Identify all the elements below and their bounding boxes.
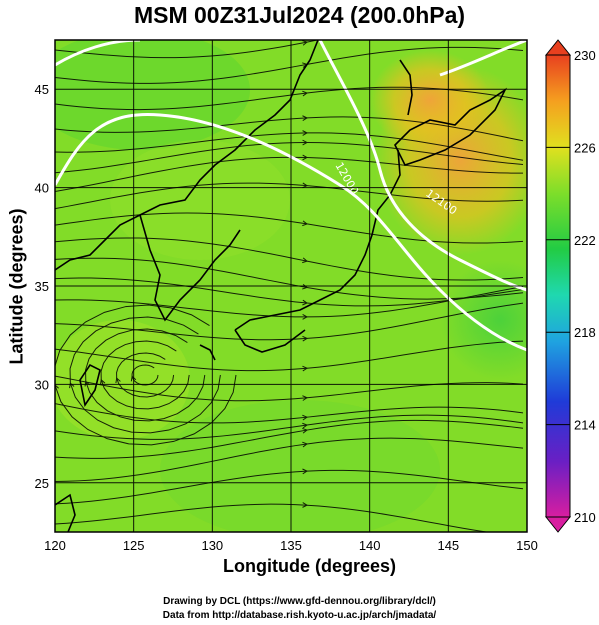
streamline-arrow [302,283,309,290]
plot-frame [54,39,528,533]
colorbar-min-arrow [544,516,572,533]
colorbar-tick-label: 210 [574,510,596,525]
streamline-arrow [130,375,137,382]
streamline [55,419,524,459]
coastlines [55,40,508,532]
x-axis-label: Longitude (degrees) [222,556,396,576]
streamline-arrow [302,335,309,342]
streamline-arrow [302,90,309,97]
streamline [55,277,524,307]
x-tick-label: 130 [201,538,223,553]
streamline-arrow [302,468,309,475]
streamline [55,403,524,424]
streamline [55,46,524,84]
streamline-arrow [55,384,59,389]
streamline-arrow [302,115,309,121]
colorbar-tick-label: 230 [574,48,596,63]
streamline-arrow [302,502,309,508]
streamline [55,40,321,59]
streamline [55,302,524,341]
streamline-arrow [302,422,309,429]
streamline [55,469,524,505]
streamline [69,316,221,434]
streamline-arrow [302,182,309,189]
graticule [55,40,527,532]
credit-data: Data from http://database.rish.kyoto-u.a… [162,610,437,621]
streamline-arrow [302,427,309,434]
streamline-arrow [302,220,309,227]
streamline-arrow [302,257,309,264]
streamline-arrow [302,365,309,372]
height-contours [55,40,527,352]
colorbar-tick-label: 222 [574,233,596,248]
streamline [55,257,524,300]
streamlines [55,40,524,532]
colorbar-tick-label: 214 [574,418,596,433]
streamline [131,364,159,386]
streamline [55,375,524,402]
x-tick-labels: 120 125 130 135 140 145 150 [44,538,538,553]
x-tick-label: 120 [44,538,66,553]
streamline-arrow [302,414,309,421]
chart-title: MSM 00Z31Jul2024 (200.0hPa) [133,2,466,28]
colorbar-tick-label: 218 [574,325,596,340]
streamline [55,437,524,483]
y-tick-label: 40 [35,181,49,196]
streamline [55,237,524,281]
x-tick-label: 140 [359,538,381,553]
streamline-arrow [302,395,309,401]
streamline-arrow [302,139,309,146]
y-tick-label: 45 [35,82,49,97]
streamline-arrow [302,130,309,136]
x-tick-label: 145 [437,538,459,553]
streamline-arrow [69,382,75,389]
streamline-arrow [99,378,106,385]
streamline [55,340,524,372]
x-tick-label: 125 [123,538,145,553]
colorbar-bar [545,54,571,518]
streamline [55,132,524,161]
streamline-arrow [302,299,309,306]
x-tick-label: 150 [516,538,538,553]
streamline [116,352,175,398]
streamline [85,328,206,422]
colorbar: 210 214 218 222 226 230 [544,39,596,533]
streamline [55,141,524,174]
x-tick-label: 135 [280,538,302,553]
streamline-arrow [302,40,309,46]
streamline-arrow [302,314,309,320]
y-axis-label: Latitude (degrees) [6,208,27,365]
colorbar-tick-label: 226 [574,140,596,155]
streamline-arrow [302,441,309,448]
y-tick-label: 35 [35,279,49,294]
y-tick-labels: 25 30 35 40 45 [35,82,49,491]
streamline [55,182,524,210]
y-tick-label: 25 [35,476,49,491]
streamline-arrow [115,377,121,384]
streamline [55,286,524,318]
colorbar-max-arrow [544,39,572,56]
streamline [100,340,190,410]
streamline [55,414,524,440]
y-tick-label: 30 [35,377,49,392]
streamline [55,212,524,244]
streamline [55,116,524,142]
streamline [55,503,490,532]
streamline-arrow [302,154,309,161]
credit-drawing: Drawing by DCL (https://www.gfd-dennou.o… [163,596,436,607]
